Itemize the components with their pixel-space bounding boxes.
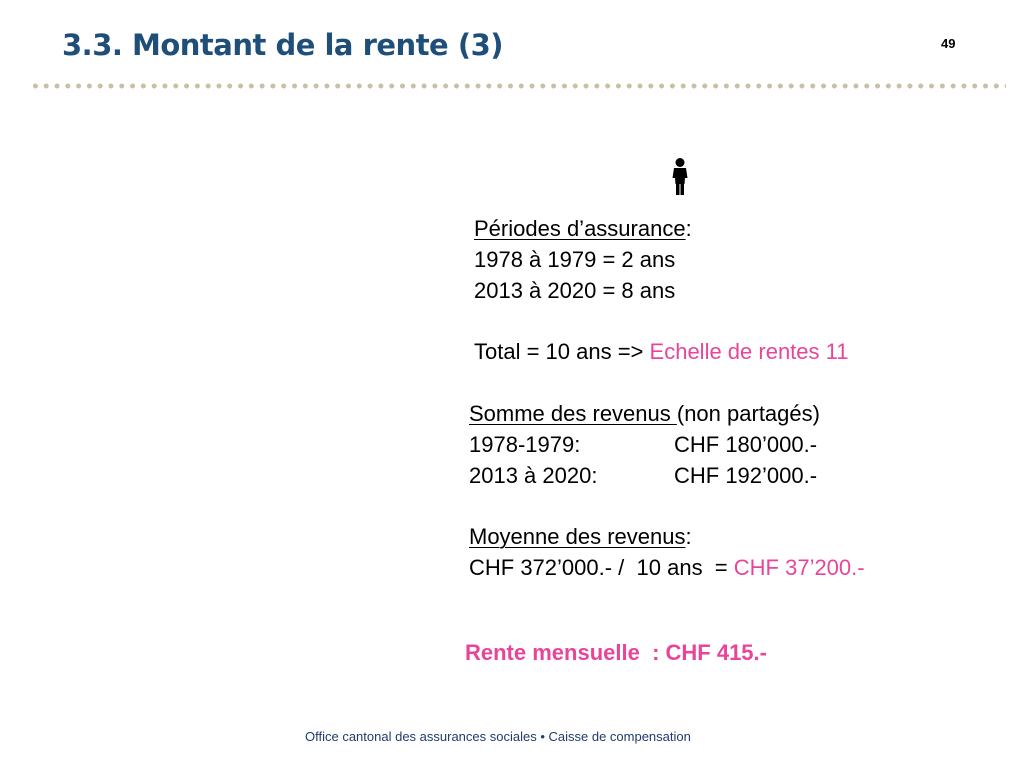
insurance-periods-heading: Périodes d’assurance: [474, 213, 692, 244]
income-average-formula-text: CHF 372’000.- / 10 ans = [469, 555, 734, 580]
income-row: 1978-1979: CHF 180’000.- [469, 429, 820, 460]
income-row-amount: CHF 192’000.- [674, 463, 818, 488]
income-row-amount: CHF 180’000.- [674, 432, 818, 457]
income-average-heading: Moyenne des revenus: [469, 521, 865, 552]
page-number: 49 [941, 36, 956, 51]
income-sum-heading: Somme des revenus (non partagés) [469, 398, 820, 429]
slide-title: 3.3. Montant de la rente (3) [62, 28, 504, 62]
insurance-periods-heading-text: Périodes d’assurance [474, 216, 686, 241]
income-row-period: 2013 à 2020: [469, 463, 598, 488]
dotted-divider [30, 82, 1006, 90]
income-average-heading-colon: : [685, 524, 692, 549]
income-average-block: Moyenne des revenus: CHF 372’000.- / 10 … [469, 521, 865, 583]
insurance-periods-block: Périodes d’assurance: 1978 à 1979 = 2 an… [474, 213, 692, 306]
insurance-periods-heading-colon: : [685, 216, 692, 241]
income-average-result: CHF 37’200.- [733, 555, 865, 580]
period-line-1: 1978 à 1979 = 2 ans [474, 247, 676, 272]
income-sum-block: Somme des revenus (non partagés) 1978-19… [469, 398, 820, 491]
total-line: Total = 10 ans => Echelle de rentes 11 [474, 336, 848, 367]
income-average-formula: CHF 372’000.- / 10 ans = CHF 37’200.- [469, 552, 865, 583]
person-icon [672, 158, 688, 195]
income-row: 2013 à 2020: CHF 192’000.- [469, 460, 820, 491]
total-prefix: Total = 10 ans => [474, 339, 650, 364]
period-line-2: 2013 à 2020 = 8 ans [474, 278, 676, 303]
income-sum-heading-text: Somme des revenus [469, 401, 677, 426]
scale-highlight: Echelle de rentes 11 [649, 339, 849, 364]
income-row-period: 1978-1979: [469, 432, 581, 457]
income-average-heading-text: Moyenne des revenus [469, 524, 686, 549]
monthly-pension-result: Rente mensuelle : CHF 415.- [465, 640, 767, 665]
footer-text: Office cantonal des assurances sociales … [305, 729, 691, 744]
income-sum-heading-suffix: (non partagés) [676, 401, 820, 426]
